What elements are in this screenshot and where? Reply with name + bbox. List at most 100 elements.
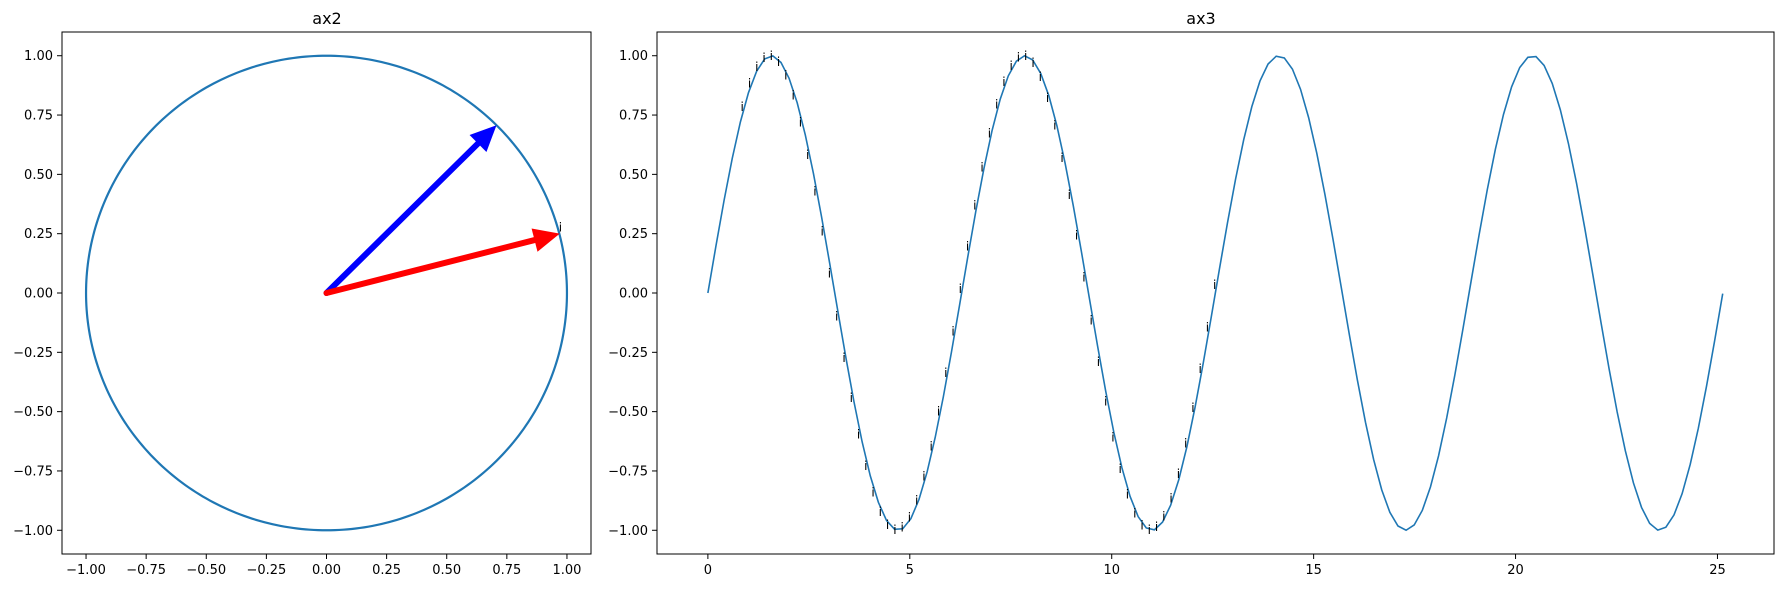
point-marker: i [966, 240, 969, 254]
point-marker: i [857, 427, 860, 441]
point-marker: i [1097, 355, 1100, 369]
y-tick-label: 0.50 [24, 168, 53, 183]
point-marker: i [973, 199, 976, 213]
point-marker: i [1024, 49, 1027, 63]
x-axis-ax2: −1.00 −0.75 −0.50 −0.25 0.00 0.25 0.50 0.75 1.00 [66, 554, 581, 578]
point-marker: i [1017, 50, 1020, 64]
point-marker: i [1075, 228, 1078, 242]
point-marker: i [915, 493, 918, 507]
point-marker: i [842, 351, 845, 365]
point-marker: i [893, 523, 896, 537]
point-marker: i [1213, 278, 1216, 292]
x-tick-label: −0.25 [246, 563, 286, 578]
point-marker: i [835, 309, 838, 323]
point-marker: i [799, 116, 802, 130]
y-axis-ax3: −1.00 −0.75 −0.50 −0.25 0.00 0.25 0.50 0.75 1.00 [608, 49, 657, 539]
point-marker: i [1155, 520, 1158, 534]
point-marker: i [1162, 509, 1165, 523]
y-tick-label: 0.00 [619, 287, 648, 302]
y-tick-label: −0.50 [608, 405, 648, 420]
point-marker: i [1031, 56, 1034, 70]
y-tick-label: −1.00 [13, 524, 53, 539]
arrow-head [531, 228, 560, 252]
point-marker: i [1010, 59, 1013, 73]
x-tick-label: 0.00 [312, 563, 341, 578]
y-tick-label: −0.75 [608, 464, 648, 479]
point-marker: i [995, 98, 998, 112]
point-marker: i [864, 459, 867, 473]
point-marker: i [828, 267, 831, 281]
x-tick-label: 20 [1507, 563, 1524, 578]
y-tick-label: 0.00 [24, 287, 53, 302]
x-tick-label: 1.00 [552, 563, 581, 578]
point-marker: i [937, 405, 940, 419]
point-marker: i [1046, 91, 1049, 105]
point-marker: i [755, 60, 758, 74]
arrow-shaft [323, 237, 538, 296]
x-tick-label: −0.75 [126, 563, 166, 578]
x-tick-label: 10 [1103, 563, 1120, 578]
point-marker: i [1133, 507, 1136, 521]
point-marker: i [1148, 523, 1151, 537]
point-marker: i [908, 511, 911, 525]
series-line-sine [707, 54, 1724, 532]
point-marker: i [784, 68, 787, 82]
point-marker: i [1184, 436, 1187, 450]
point-marker: i [748, 77, 751, 91]
point-marker: i [762, 51, 765, 65]
y-tick-label: −0.75 [13, 464, 53, 479]
x-tick-label: 0.25 [372, 563, 401, 578]
annotation-label: i [559, 221, 562, 235]
x-tick-label: 15 [1305, 563, 1322, 578]
y-tick-label: 0.75 [619, 109, 648, 124]
point-marker: i [1177, 467, 1180, 481]
x-tick-label: −0.50 [186, 563, 226, 578]
point-marker: i [944, 366, 947, 380]
arrow-shaft [323, 140, 481, 296]
point-marker: i [900, 521, 903, 535]
point-marker: i [741, 100, 744, 114]
point-marker: i [777, 55, 780, 69]
point-marker: i [1039, 70, 1042, 84]
y-tick-label: 0.25 [24, 227, 53, 242]
point-marker: i [1199, 362, 1202, 376]
point-marker: i [1089, 313, 1092, 327]
plot-area-ax2: i [84, 54, 569, 532]
x-tick-label: −1.00 [66, 563, 106, 578]
point-marker: i [1053, 118, 1056, 132]
point-marker: i [1068, 188, 1071, 202]
point-marker: i [951, 325, 954, 339]
point-marker: i [1169, 491, 1172, 505]
point-marker: i [806, 148, 809, 162]
x-axis-ax3: 0 5 10 15 20 25 [704, 554, 1726, 578]
point-marker: i [813, 185, 816, 199]
x-tick-label: 25 [1709, 563, 1726, 578]
y-tick-label: −1.00 [608, 524, 648, 539]
point-marker: i [1082, 271, 1085, 285]
y-tick-label: 0.50 [619, 168, 648, 183]
y-axis-ax2: −1.00 −0.75 −0.50 −0.25 0.00 0.25 0.50 0.75 1.00 [13, 49, 62, 539]
point-marker: i [1206, 321, 1209, 335]
chart-title-ax2: ax2 [312, 9, 341, 28]
x-tick-label: 0.75 [492, 563, 521, 578]
x-tick-label: 0.50 [432, 563, 461, 578]
point-marker: i [871, 485, 874, 499]
point-marker: i [980, 161, 983, 175]
arrow-head [469, 125, 497, 153]
point-marker: i [886, 518, 889, 532]
point-marker: i [791, 89, 794, 103]
point-marker: i [922, 469, 925, 483]
point-marker: i [770, 49, 773, 63]
y-tick-label: −0.50 [13, 405, 53, 420]
point-marker: i [959, 282, 962, 296]
point-marker: i [1119, 462, 1122, 476]
point-marker: i [1060, 151, 1063, 165]
point-marker: i [988, 127, 991, 141]
point-marker: i [850, 391, 853, 405]
point-marker: i [1002, 75, 1005, 89]
chart-title-ax3: ax3 [1186, 9, 1215, 28]
y-tick-label: 0.75 [24, 109, 53, 124]
y-tick-label: 0.25 [619, 227, 648, 242]
